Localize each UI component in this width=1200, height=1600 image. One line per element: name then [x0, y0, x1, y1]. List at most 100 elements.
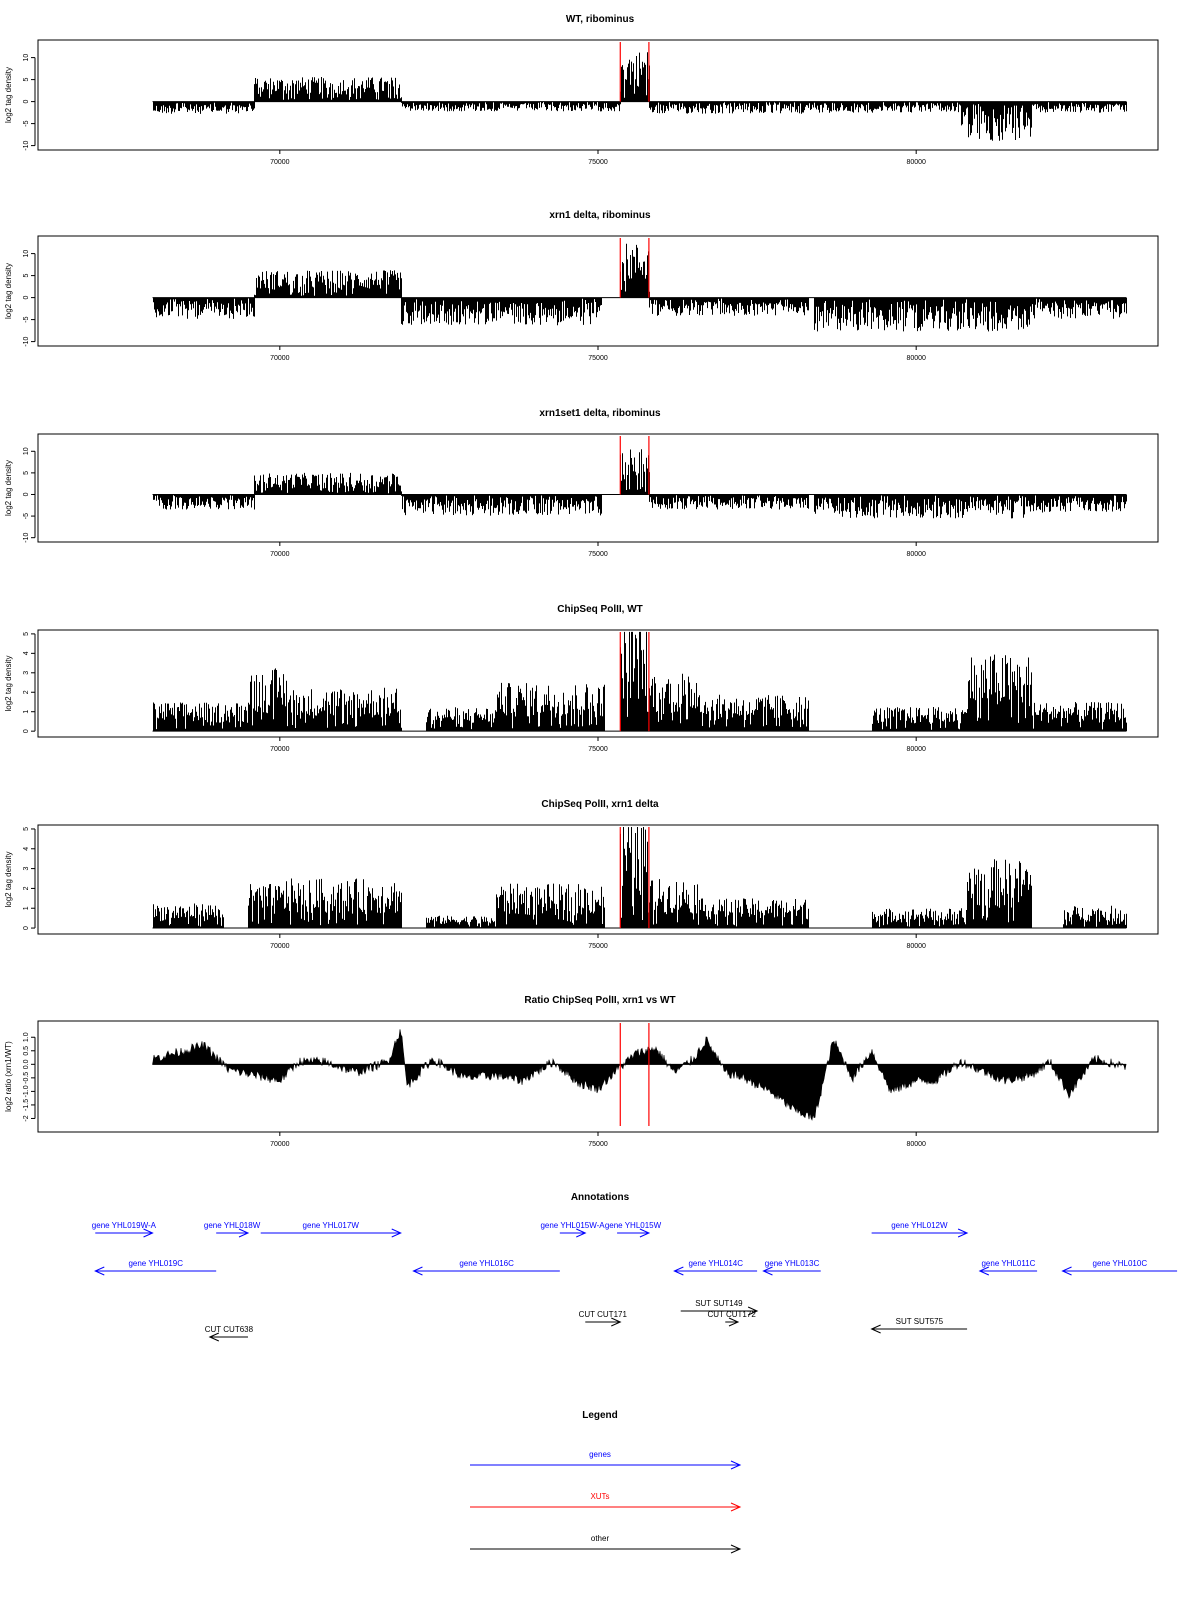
data-marks — [152, 449, 1127, 519]
y-tick-label: 3 — [23, 867, 30, 871]
annotation-label: gene YHL011C — [981, 1259, 1035, 1268]
signal-bars — [153, 243, 1127, 332]
annotation-feature: gene YHL014C — [673, 1259, 758, 1276]
y-tick-label: 0 — [23, 926, 30, 930]
annotation-feature: gene YHL010C — [1061, 1259, 1178, 1276]
y-axis-label: log2 tag density — [4, 67, 13, 123]
x-tick-label: 80000 — [906, 746, 926, 753]
y-tick-label: 2 — [23, 886, 30, 890]
y-tick-label: -5 — [23, 316, 30, 322]
legend-item-xuts: XUTs — [470, 1492, 742, 1512]
y-tick-label: -2 — [23, 1115, 30, 1121]
x-tick-label: 80000 — [906, 355, 926, 362]
x-tick-label: 75000 — [588, 943, 608, 950]
annotation-arrowhead — [94, 1266, 105, 1276]
annotation-feature: CUT CUT172 — [707, 1310, 756, 1327]
x-tick-label: 70000 — [270, 159, 290, 166]
chart-title: xrn1set1 delta, ribominus — [539, 408, 661, 419]
y-axis-label: log2 tag density — [4, 460, 13, 516]
x-tick-label: 75000 — [588, 159, 608, 166]
x-tick-label: 80000 — [906, 551, 926, 558]
y-tick-label: 10 — [23, 54, 30, 62]
y-tick-label: -0.5 — [23, 1072, 30, 1084]
signal-bars — [153, 52, 1127, 141]
annotation-label: gene YHL016C — [459, 1259, 514, 1268]
y-tick-label: 5 — [23, 471, 30, 475]
annotation-label: SUT SUT575 — [896, 1317, 944, 1326]
y-tick-label: -10 — [23, 533, 30, 543]
legend-arrowhead — [730, 1544, 742, 1554]
y-axis-label: log2 tag density — [4, 851, 13, 907]
annotation-label: gene YHL012W — [891, 1221, 948, 1230]
y-tick-label: 4 — [23, 651, 30, 655]
x-tick-label: 70000 — [270, 355, 290, 362]
annotation-label: gene YHL014C — [688, 1259, 743, 1268]
y-tick-label: 5 — [23, 78, 30, 82]
chart-panel-2: xrn1 delta, ribominus log2 tag density -10… — [4, 210, 1159, 362]
y-axis-label: log2 tag density — [4, 655, 13, 711]
chart-title: xrn1 delta, ribominus — [549, 210, 651, 221]
annotation-feature: SUT SUT149 — [680, 1299, 759, 1316]
signal-bars — [153, 827, 1127, 929]
annotation-feature: gene YHL019W-A — [92, 1221, 157, 1238]
annotation-arrowhead — [870, 1324, 881, 1334]
annotation-arrowhead — [978, 1266, 990, 1276]
annotation-arrowhead — [747, 1306, 759, 1316]
y-tick-label: 0 — [23, 100, 30, 104]
annotation-label: CUT CUT638 — [205, 1325, 254, 1334]
annotation-arrowhead — [391, 1228, 402, 1238]
annotation-feature: gene YHL019C — [94, 1259, 217, 1276]
y-tick-label: -5 — [23, 513, 30, 519]
y-tick-label: -1.5 — [23, 1099, 30, 1111]
y-axis: -2 -1.5 -1.0-0.5 0.0 0.5 1.0 — [23, 1032, 36, 1122]
annotations-panel: Annotations gene YHL019W-A gene YHL019C gen… — [92, 1192, 1178, 1342]
legend-item-other: other — [470, 1534, 742, 1554]
annotation-label: gene YHL015W-A — [540, 1221, 605, 1230]
annotation-label: gene YHL019C — [128, 1259, 183, 1268]
annotation-arrowhead — [208, 1332, 220, 1342]
x-tick-label: 80000 — [906, 943, 926, 950]
y-tick-label: -5 — [23, 120, 30, 126]
signal-bars — [153, 631, 1127, 732]
legend-item-label: other — [591, 1534, 610, 1543]
chart-title: ChipSeq PolII, xrn1 delta — [541, 799, 659, 810]
annotations-title: Annotations — [571, 1192, 630, 1203]
y-axis: 0 1 2 3 4 5 — [23, 827, 36, 930]
y-axis: 0 1 2 3 4 5 — [23, 632, 36, 733]
y-tick-label: 1 — [23, 710, 30, 714]
x-axis: 70000 75000 80000 — [270, 1132, 926, 1148]
y-tick-label: 5 — [23, 274, 30, 278]
plot-frame — [37, 235, 1159, 347]
annotation-label: CUT CUT172 — [707, 1310, 756, 1319]
annotation-feature: gene YHL011C — [978, 1259, 1038, 1276]
y-tick-label: 0 — [23, 729, 30, 733]
annotation-arrowhead — [611, 1317, 622, 1327]
legend-item-label: XUTs — [590, 1492, 609, 1501]
chart-panel-3: xrn1set1 delta, ribominus log2 tag densit… — [4, 408, 1159, 558]
signal-bars — [153, 449, 1127, 519]
annotation-label: gene YHL013C — [765, 1259, 820, 1268]
annotation-arrowhead — [143, 1228, 154, 1238]
y-tick-label: 10 — [23, 447, 30, 455]
annotation-feature: gene YHL013C — [762, 1259, 821, 1276]
annotation-feature: gene YHL012W — [871, 1221, 969, 1238]
x-tick-label: 75000 — [588, 1141, 608, 1148]
y-tick-label: 10 — [23, 250, 30, 258]
legend-item-genes: genes — [470, 1450, 742, 1470]
y-tick-label: 0 — [23, 492, 30, 496]
legend: Legend genes XUTs other — [470, 1410, 742, 1554]
y-axis-label: log2 tag density — [4, 263, 13, 319]
y-tick-label: -1.0 — [23, 1085, 30, 1097]
y-axis: -10 -5 0 5 10 — [23, 447, 36, 543]
data-marks — [152, 827, 1127, 929]
data-marks — [152, 243, 1127, 332]
annotation-arrowhead — [673, 1266, 684, 1276]
annotation-arrowhead — [728, 1317, 740, 1327]
annotation-arrowhead — [762, 1266, 773, 1276]
x-axis: 70000 75000 80000 — [270, 737, 926, 753]
annotation-arrowhead — [576, 1228, 587, 1238]
x-axis: 70000 75000 80000 — [270, 542, 926, 558]
annotation-feature: CUT CUT638 — [205, 1325, 254, 1342]
x-tick-label: 70000 — [270, 551, 290, 558]
